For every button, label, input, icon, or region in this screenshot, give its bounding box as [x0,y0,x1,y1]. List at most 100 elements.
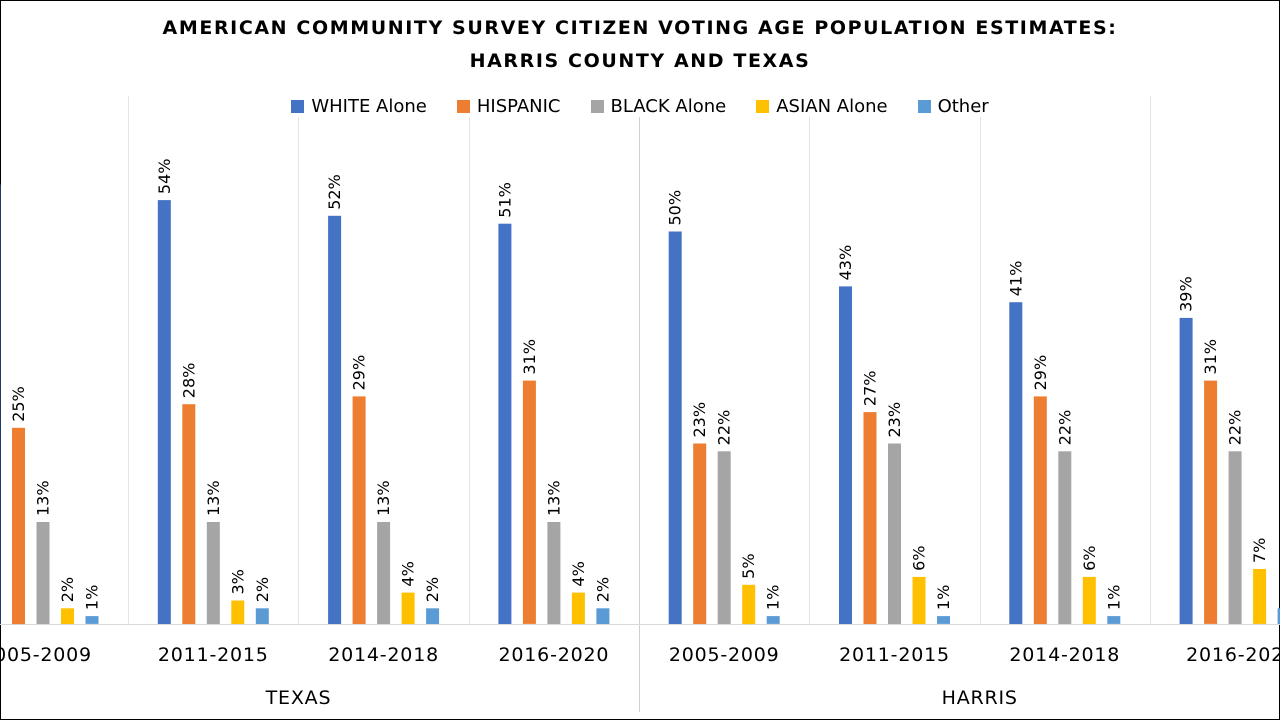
bar-other-2 [255,608,269,624]
data-label-black-alone-1: 13% [34,480,53,516]
data-label-asian-alone-3: 4% [399,561,418,586]
bar-asian-alone-5 [742,584,756,625]
legend-label-asian-alone: ASIAN Alone [776,96,888,117]
chart-title: AMERICAN COMMUNITY SURVEY CITIZEN VOTING… [162,17,1118,39]
data-label-asian-alone-8: 7% [1250,538,1269,563]
bar-other-6 [937,616,950,624]
bar-hispanic-8 [1204,380,1218,624]
data-label-asian-alone-4: 4% [569,561,588,586]
bar-asian-alone-3 [401,592,415,624]
bar-other-5 [766,616,780,624]
legend-item-black-alone: BLACK Alone [588,96,729,117]
legend-label-other: Other [937,96,989,117]
data-label-black-alone-4: 13% [544,480,563,516]
data-label-asian-alone-6: 6% [910,546,929,571]
data-label-other-3: 2% [423,577,442,602]
data-label-hispanic-6: 27% [861,371,880,407]
data-label-hispanic-8: 31% [1201,339,1220,375]
data-label-white-alone-7: 41% [1006,261,1025,297]
legend-item-hispanic: HISPANIC [454,96,563,117]
bar-black-alone-4 [547,522,561,624]
x-tick-label: 2011-2015 [158,644,269,666]
data-label-hispanic-4: 31% [520,339,539,375]
bar-other-7 [1107,616,1121,624]
bar-white-alone-6 [839,286,852,624]
bar-white-alone-1 [0,184,1,624]
bar-other-4 [596,608,610,624]
data-label-white-alone-4: 51% [495,182,514,218]
data-label-black-alone-7: 22% [1055,410,1074,446]
bar-black-alone-2 [206,522,220,624]
bar-hispanic-7 [1033,396,1047,624]
bar-white-alone-2 [157,200,171,624]
bar-black-alone-1 [36,522,50,624]
data-label-asian-alone-1: 2% [58,577,77,602]
x-tick-label: 2016-202 [1186,644,1280,666]
bar-hispanic-1 [12,427,25,625]
bar-white-alone-8 [1179,317,1193,624]
data-label-black-alone-6: 23% [885,402,904,438]
bar-other-8 [1277,608,1280,624]
chart-subtitle: HARRIS COUNTY AND TEXAS [469,50,811,72]
bar-black-alone-8 [1228,451,1242,624]
legend-swatch-black-alone [590,100,604,113]
data-label-black-alone-8: 22% [1226,410,1245,446]
bar-other-1 [85,616,99,624]
data-label-asian-alone-5: 5% [739,553,758,578]
data-label-other-2: 2% [253,577,272,602]
legend-swatch-other [917,100,931,113]
chart-legend: WHITE Alone HISPANIC BLACK Alone ASIAN A… [0,96,1280,117]
data-label-asian-alone-2: 3% [228,569,247,594]
x-tick-label: 2014-2018 [1009,644,1120,666]
legend-swatch-white-alone [291,100,305,113]
data-label-white-alone-2: 54% [155,159,174,195]
legend-item-other: Other [915,96,991,117]
legend-label-hispanic: HISPANIC [476,96,561,117]
data-label-white-alone-8: 39% [1177,276,1196,312]
legend-label-black-alone: BLACK Alone [610,96,727,117]
data-label-hispanic-5: 23% [690,402,709,438]
bar-hispanic-3 [352,396,366,624]
bar-other-3 [426,608,440,624]
bar-white-alone-5 [668,231,682,624]
data-label-black-alone-5: 22% [715,410,734,446]
data-label-black-alone-3: 13% [374,480,393,516]
legend-item-asian-alone: ASIAN Alone [754,96,890,117]
data-label-black-alone-2: 13% [204,480,223,516]
bar-asian-alone-6 [912,576,926,624]
bar-hispanic-6 [863,412,877,624]
data-label-hispanic-1: 25% [9,386,28,422]
data-label-other-7: 1% [1104,585,1123,610]
legend-swatch-asian-alone [756,100,770,113]
legend-label-white-alone: WHITE Alone [311,96,427,117]
group-label-texas: TEXAS [265,687,332,709]
data-label-other-1: 1% [83,585,102,610]
x-tick-label: 2011-2015 [839,644,950,666]
bar-asian-alone-8 [1253,569,1267,624]
data-label-white-alone-3: 52% [325,174,344,210]
bar-black-alone-5 [717,451,731,624]
data-label-other-6: 1% [934,585,953,610]
bar-asian-alone-7 [1082,576,1096,624]
bar-hispanic-4 [522,380,536,624]
bar-black-alone-7 [1058,451,1072,624]
bar-white-alone-4 [498,223,512,624]
data-label-other-4: 2% [593,577,612,602]
data-label-asian-alone-7: 6% [1080,546,1099,571]
data-label-hispanic-7: 29% [1031,355,1050,391]
bar-white-alone-7 [1009,302,1023,624]
bar-asian-alone-2 [231,600,245,624]
legend-item-white-alone: WHITE Alone [289,96,429,117]
x-tick-label: 2014-2018 [328,644,439,666]
x-tick-label: 2016-2020 [499,644,610,666]
bar-hispanic-5 [693,443,707,624]
legend-swatch-hispanic [456,100,470,113]
x-tick-label: 2005-2009 [669,644,780,666]
data-label-other-5: 1% [764,585,783,610]
bar-black-alone-3 [377,522,391,624]
group-label-harris: HARRIS [942,687,1018,709]
data-label-white-alone-5: 50% [666,190,685,226]
data-label-hispanic-2: 28% [179,363,198,399]
data-label-white-alone-6: 43% [836,245,855,281]
